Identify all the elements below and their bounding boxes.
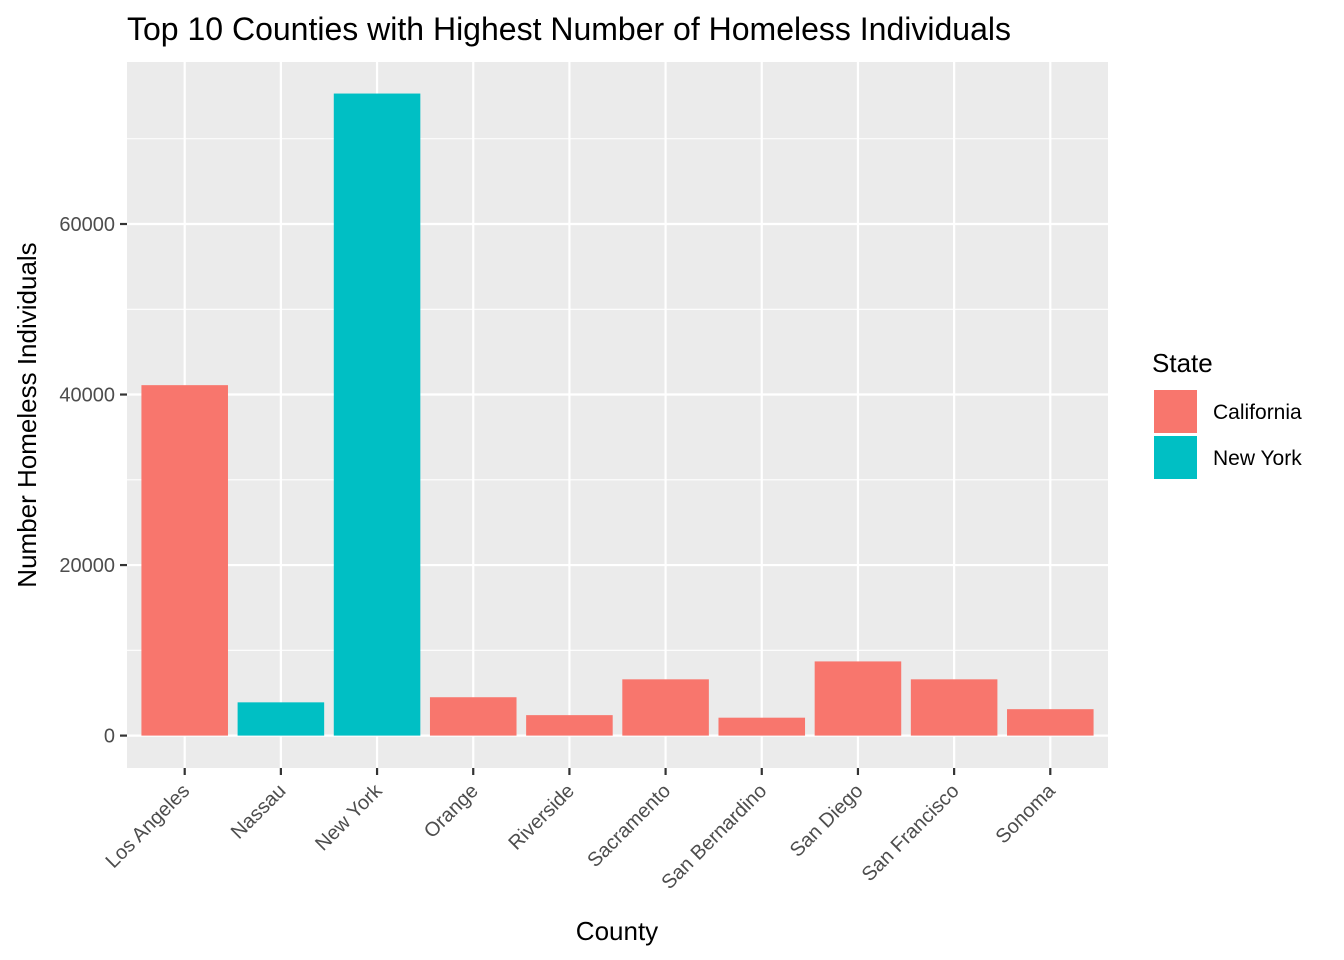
bar-sacramento	[622, 679, 709, 736]
bars-group	[141, 93, 1094, 736]
plot-panel	[127, 62, 1108, 768]
bar-san-diego	[814, 661, 902, 736]
x-tick-label: Sacramento	[583, 780, 675, 872]
x-tick-label: San Francisco	[858, 780, 964, 886]
bar-los-angeles	[141, 385, 228, 736]
x-tick-label: Nassau	[227, 780, 291, 844]
y-tick-label: 60000	[59, 214, 115, 236]
y-axis-title: Number Homeless Individuals	[12, 242, 42, 587]
x-tick-label: Riverside	[504, 780, 579, 855]
legend-swatch	[1154, 390, 1197, 433]
bar-orange	[429, 697, 517, 736]
bar-nassau	[237, 702, 325, 736]
y-tick-label: 20000	[59, 555, 115, 577]
bar-san-francisco	[910, 679, 998, 736]
legend: State California New York	[1152, 348, 1302, 479]
chart-title: Top 10 Counties with Highest Number of H…	[127, 11, 1011, 47]
bar-san-bernardino	[718, 717, 806, 736]
x-tick-label: Sonoma	[992, 779, 1061, 848]
minor-gridlines	[127, 138, 1108, 651]
x-tick-label: New York	[311, 779, 387, 855]
y-tick-label: 0	[104, 726, 115, 748]
bar-riverside	[526, 715, 613, 736]
bar-new-york	[333, 93, 421, 736]
x-tick-label: San Diego	[786, 780, 868, 862]
x-tick-label: Orange	[420, 780, 483, 843]
legend-label: California	[1213, 401, 1302, 424]
x-tick-label: Los Angeles	[102, 780, 195, 873]
bar-sonoma	[1007, 709, 1094, 736]
legend-swatch	[1154, 436, 1197, 479]
x-axis-title: County	[576, 916, 658, 946]
y-axis: 0 20000 40000 60000	[59, 214, 127, 748]
x-tick-label: San Bernardino	[657, 780, 771, 894]
x-axis: Los Angeles Nassau New York Orange Riverside…	[102, 768, 1061, 894]
legend-title: State	[1152, 348, 1213, 378]
y-tick-label: 40000	[59, 385, 115, 407]
legend-label: New York	[1213, 447, 1302, 470]
